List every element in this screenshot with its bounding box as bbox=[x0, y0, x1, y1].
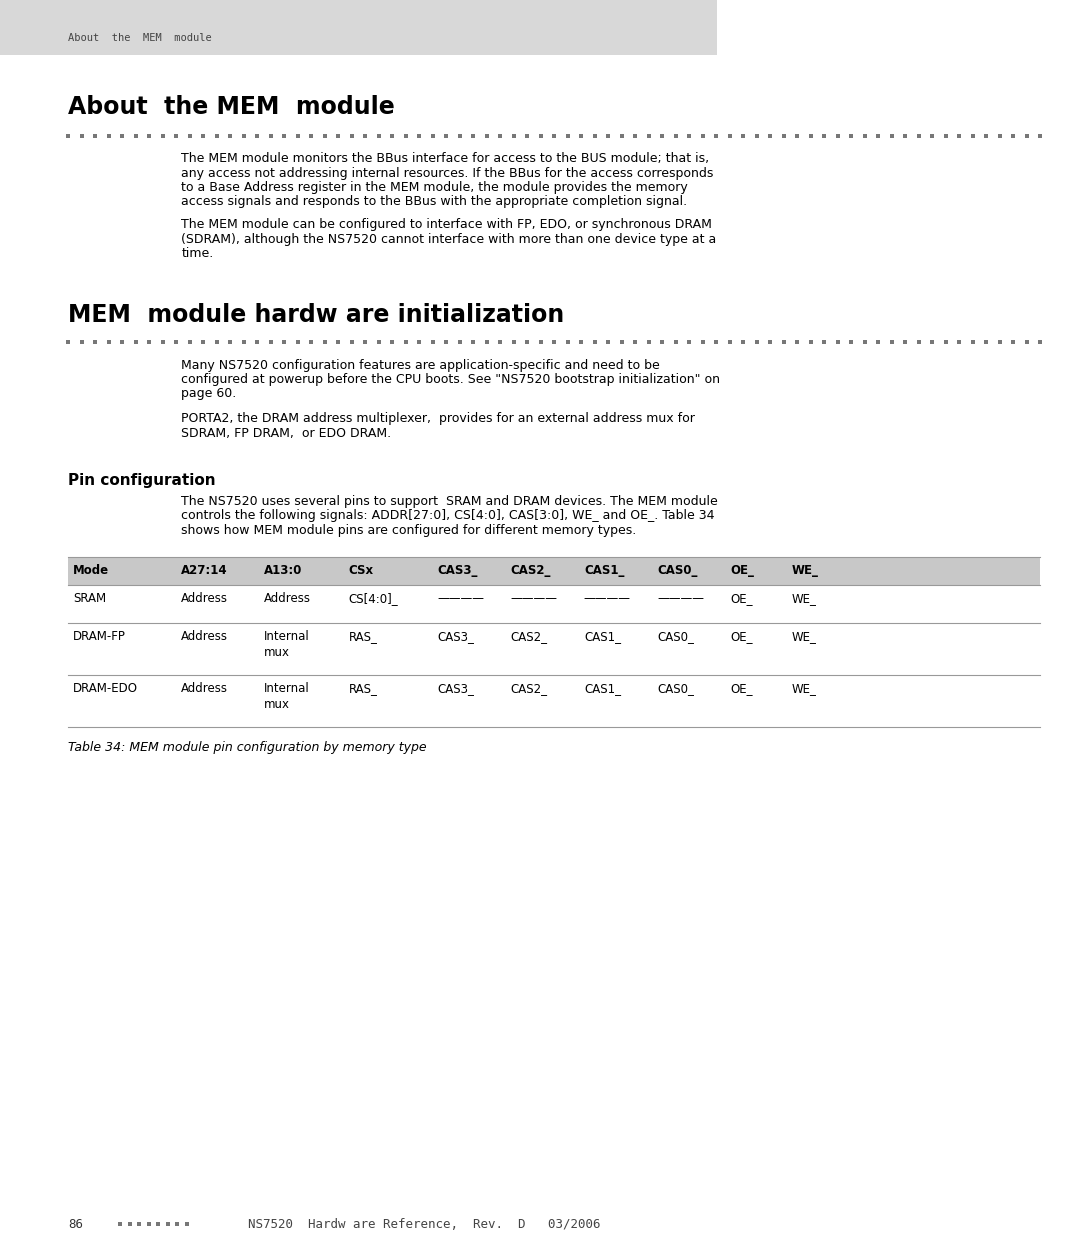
Text: Internal
mux: Internal mux bbox=[265, 631, 310, 658]
Text: CAS3_: CAS3_ bbox=[437, 631, 474, 643]
Text: controls the following signals: ADDR[27:0], CS[4:0], CAS[3:0], WE_ and OE_. Tabl: controls the following signals: ADDR[27:… bbox=[181, 509, 715, 523]
Bar bbox=[68, 557, 1040, 584]
Text: 86: 86 bbox=[68, 1218, 83, 1230]
Text: CAS1_: CAS1_ bbox=[584, 564, 624, 577]
Text: ————: ———— bbox=[437, 592, 484, 606]
Text: About  the  MEM  module: About the MEM module bbox=[68, 33, 212, 43]
Text: A27:14: A27:14 bbox=[181, 564, 228, 577]
Text: DRAM-EDO: DRAM-EDO bbox=[73, 682, 138, 696]
Text: page 60.: page 60. bbox=[181, 387, 237, 400]
Text: MEM  module hardw are initialization: MEM module hardw are initialization bbox=[68, 303, 564, 327]
Bar bbox=[68, 584, 1040, 622]
Text: configured at powerup before the CPU boots. See "NS7520 bootstrap initialization: configured at powerup before the CPU boo… bbox=[181, 372, 720, 386]
Text: any access not addressing internal resources. If the BBus for the access corresp: any access not addressing internal resou… bbox=[181, 167, 714, 179]
Text: WE_: WE_ bbox=[792, 592, 816, 606]
Text: access signals and responds to the BBus with the appropriate completion signal.: access signals and responds to the BBus … bbox=[181, 196, 688, 208]
Text: Table 34: MEM module pin configuration by memory type: Table 34: MEM module pin configuration b… bbox=[68, 741, 427, 754]
Text: CAS1_: CAS1_ bbox=[584, 631, 621, 643]
Text: (SDRAM), although the NS7520 cannot interface with more than one device type at : (SDRAM), although the NS7520 cannot inte… bbox=[181, 232, 717, 246]
Text: SRAM: SRAM bbox=[73, 592, 106, 606]
Text: Mode: Mode bbox=[73, 564, 109, 577]
Text: NS7520  Hardw are Reference,  Rev.  D   03/2006: NS7520 Hardw are Reference, Rev. D 03/20… bbox=[248, 1218, 600, 1230]
Bar bbox=[68, 675, 1040, 726]
Text: time.: time. bbox=[181, 247, 214, 260]
Text: shows how MEM module pins are configured for different memory types.: shows how MEM module pins are configured… bbox=[181, 524, 637, 537]
Text: CAS2_: CAS2_ bbox=[511, 631, 548, 643]
Text: WE_: WE_ bbox=[792, 682, 816, 696]
Text: WE_: WE_ bbox=[792, 564, 819, 577]
Text: CAS3_: CAS3_ bbox=[437, 564, 477, 577]
Text: SDRAM, FP DRAM,  or EDO DRAM.: SDRAM, FP DRAM, or EDO DRAM. bbox=[181, 426, 392, 439]
Text: Many NS7520 configuration features are application-specific and need to be: Many NS7520 configuration features are a… bbox=[181, 359, 660, 371]
Text: DRAM-FP: DRAM-FP bbox=[73, 631, 126, 643]
Text: ————: ———— bbox=[511, 592, 557, 606]
Text: A13:0: A13:0 bbox=[265, 564, 302, 577]
Text: Internal
mux: Internal mux bbox=[265, 682, 310, 711]
Text: Address: Address bbox=[181, 592, 228, 606]
Text: OE_: OE_ bbox=[731, 631, 753, 643]
Text: Address: Address bbox=[265, 592, 311, 606]
Text: WE_: WE_ bbox=[792, 631, 816, 643]
Text: CAS0_: CAS0_ bbox=[658, 682, 694, 696]
Text: RAS_: RAS_ bbox=[349, 682, 377, 696]
Text: CAS2_: CAS2_ bbox=[511, 564, 551, 577]
Text: CS[4:0]_: CS[4:0]_ bbox=[349, 592, 399, 606]
Text: OE_: OE_ bbox=[731, 682, 753, 696]
Text: The MEM module monitors the BBus interface for access to the BUS module; that is: The MEM module monitors the BBus interfa… bbox=[181, 152, 710, 166]
Text: About  the MEM  module: About the MEM module bbox=[68, 95, 395, 119]
Text: OE_: OE_ bbox=[731, 592, 753, 606]
Text: CAS3_: CAS3_ bbox=[437, 682, 474, 696]
Text: ————: ———— bbox=[584, 592, 631, 606]
Text: CAS2_: CAS2_ bbox=[511, 682, 548, 696]
Text: Pin configuration: Pin configuration bbox=[68, 473, 216, 488]
Text: Address: Address bbox=[181, 682, 228, 696]
Text: CAS1_: CAS1_ bbox=[584, 682, 621, 696]
Text: to a Base Address register in the MEM module, the module provides the memory: to a Base Address register in the MEM mo… bbox=[181, 181, 688, 194]
Text: OE_: OE_ bbox=[731, 564, 755, 577]
Text: CSx: CSx bbox=[349, 564, 374, 577]
Text: The MEM module can be configured to interface with FP, EDO, or synchronous DRAM: The MEM module can be configured to inte… bbox=[181, 218, 713, 231]
Text: The NS7520 uses several pins to support  SRAM and DRAM devices. The MEM module: The NS7520 uses several pins to support … bbox=[181, 495, 718, 508]
Bar bbox=[68, 622, 1040, 675]
Text: CAS0_: CAS0_ bbox=[658, 564, 698, 577]
Text: RAS_: RAS_ bbox=[349, 631, 377, 643]
Text: ————: ———— bbox=[658, 592, 704, 606]
Bar bbox=[0, 0, 717, 55]
Text: PORTA2, the DRAM address multiplexer,  provides for an external address mux for: PORTA2, the DRAM address multiplexer, pr… bbox=[181, 413, 696, 425]
Text: CAS0_: CAS0_ bbox=[658, 631, 694, 643]
Text: Address: Address bbox=[181, 631, 228, 643]
